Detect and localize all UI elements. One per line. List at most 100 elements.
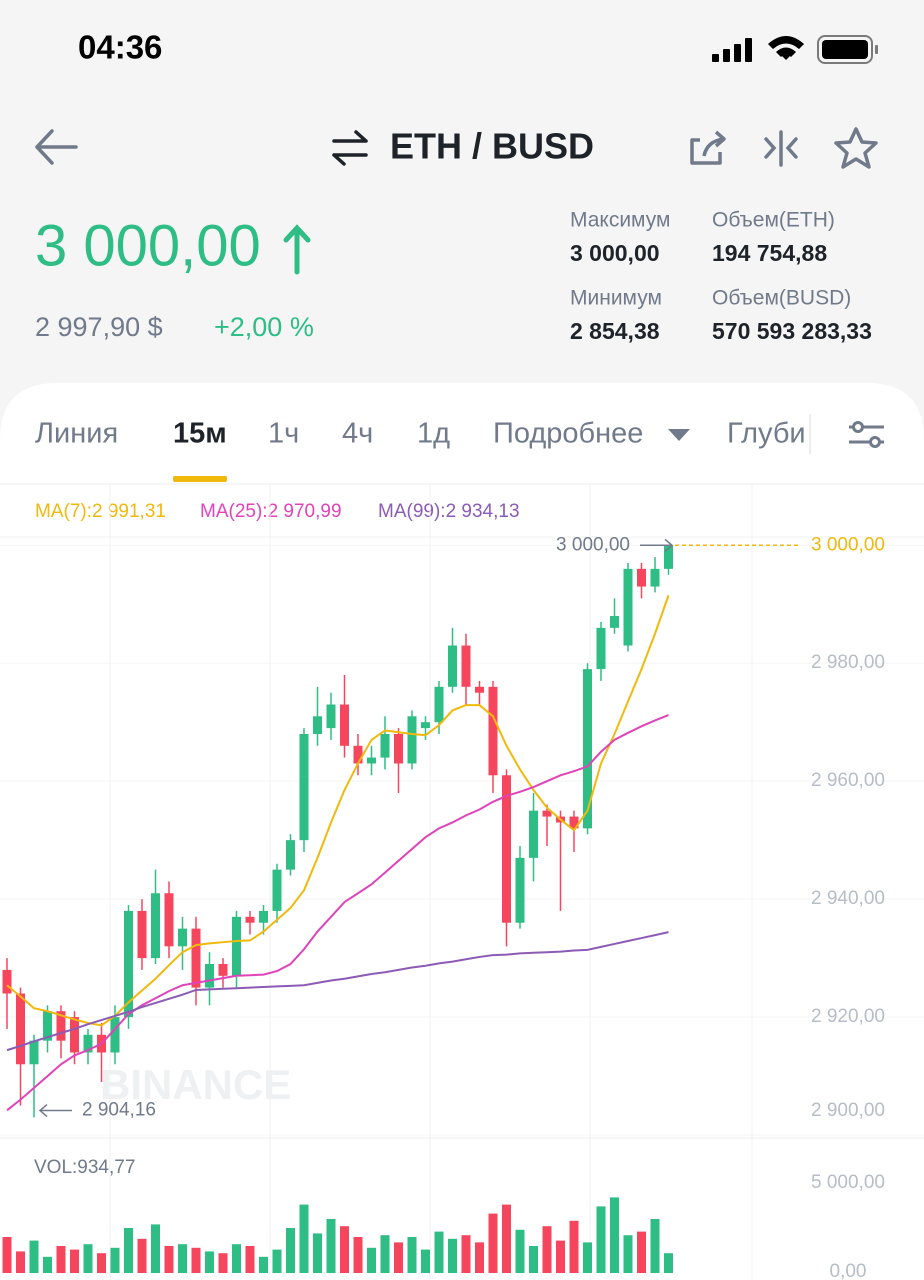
stat-value: 2 854,38	[570, 318, 660, 344]
stat-label: Объем(BUSD)	[712, 287, 851, 310]
candle-body	[110, 1017, 120, 1053]
volume-bar	[29, 1240, 39, 1273]
settings-button[interactable]	[849, 421, 884, 448]
candle-body	[43, 1011, 52, 1041]
ma-line	[6, 931, 669, 1052]
last-price: 3 000,00	[35, 213, 261, 278]
candle-body	[286, 840, 295, 870]
volume-bar	[164, 1246, 174, 1273]
last-price-label: 3 000,00	[811, 534, 885, 555]
volume-bar	[556, 1240, 565, 1273]
volume-bar	[515, 1229, 525, 1273]
ma-legend: MA(7):2 991,31	[35, 501, 166, 522]
candle-body	[164, 893, 174, 947]
volume-bar	[421, 1249, 430, 1273]
volume-bar	[151, 1224, 160, 1273]
tab[interactable]: 4ч	[342, 418, 373, 450]
ma-line	[6, 595, 670, 1027]
max-label: 3 000,00	[556, 534, 630, 555]
volume-bar	[191, 1247, 201, 1273]
volume-bar	[205, 1251, 214, 1273]
candle-body	[448, 645, 457, 687]
back-button[interactable]	[35, 129, 78, 165]
candle-body	[191, 928, 201, 988]
tab[interactable]: 1д	[417, 418, 450, 450]
y-tick-label: 2 940,00	[811, 888, 885, 909]
candle-body	[272, 869, 282, 911]
tab-indicator	[173, 476, 227, 482]
tab[interactable]: Подробнее	[493, 418, 643, 450]
volume-bar	[542, 1226, 552, 1273]
candle-body	[137, 910, 147, 959]
candle-body	[596, 627, 606, 670]
candle-body	[502, 775, 511, 923]
volume-bar	[488, 1213, 498, 1273]
volume-bar	[380, 1235, 390, 1273]
volume-bar	[313, 1233, 322, 1273]
tab[interactable]: 1ч	[268, 418, 299, 450]
candle-body	[2, 969, 12, 994]
volume-bar	[475, 1242, 484, 1273]
volume-label: VOL:934,77	[34, 1157, 135, 1178]
volume-bar	[664, 1253, 673, 1273]
volume-bar	[124, 1228, 133, 1273]
volume-bar	[56, 1246, 66, 1273]
volume-bar	[110, 1247, 120, 1273]
ma-line	[6, 714, 669, 1112]
tab-active[interactable]: 15м	[173, 418, 227, 450]
volume-bar	[272, 1249, 282, 1273]
volume-bar	[299, 1204, 309, 1273]
pair-title[interactable]: ETH / BUSD	[390, 126, 594, 167]
dropdown-icon[interactable]	[668, 429, 690, 441]
candle-body	[434, 686, 444, 723]
candle-body	[353, 745, 363, 764]
stat-value: 194 754,88	[712, 240, 827, 266]
stat-value: 3 000,00	[570, 240, 660, 266]
volume-bar	[394, 1242, 403, 1273]
watermark: BINANCE	[100, 1061, 291, 1108]
candle-body	[29, 1040, 39, 1065]
status-time: 04:36	[78, 29, 162, 66]
y-tick-label: 2 900,00	[811, 1100, 885, 1121]
candle-body	[623, 568, 633, 646]
volume-bar	[137, 1238, 147, 1273]
candle-body	[664, 545, 673, 569]
candle-body	[367, 757, 376, 764]
volume-bar	[650, 1219, 660, 1273]
up-arrow	[283, 224, 311, 275]
ma-legend: MA(99):2 934,13	[378, 501, 520, 522]
candle-body	[178, 928, 187, 947]
y-tick-label: 2 980,00	[811, 652, 885, 673]
volume-bar	[218, 1253, 228, 1273]
volume-bar	[529, 1246, 538, 1273]
candle-body	[232, 916, 241, 976]
candle-body	[299, 733, 309, 841]
candle-body	[218, 964, 228, 976]
ma-legend: MA(25):2 970,99	[200, 501, 342, 522]
candle-body	[124, 910, 133, 1018]
v-grid	[109, 484, 753, 1280]
candle-body	[461, 645, 471, 687]
swap-icon[interactable]	[332, 130, 368, 166]
candle-body	[259, 910, 268, 923]
stat-label: Максимум	[570, 209, 670, 232]
compare-button[interactable]	[764, 130, 798, 167]
volume-bar	[637, 1231, 646, 1273]
share-button[interactable]	[690, 130, 726, 165]
volume-bar	[434, 1231, 444, 1273]
volume-bar	[83, 1244, 93, 1273]
y-tick-label: 2 960,00	[811, 770, 885, 791]
candle-body	[380, 733, 390, 758]
candle-body	[542, 810, 552, 817]
volume-bar	[596, 1206, 606, 1273]
tab[interactable]: Линия	[35, 418, 118, 450]
candle-body	[583, 669, 592, 829]
tab[interactable]: Глуби	[727, 418, 806, 450]
min-arrow	[38, 1103, 48, 1118]
status-icons	[712, 35, 878, 64]
candle-body	[340, 704, 349, 746]
favorite-button[interactable]	[834, 127, 878, 169]
volume-bar	[245, 1246, 255, 1273]
volume-bar	[97, 1253, 106, 1273]
